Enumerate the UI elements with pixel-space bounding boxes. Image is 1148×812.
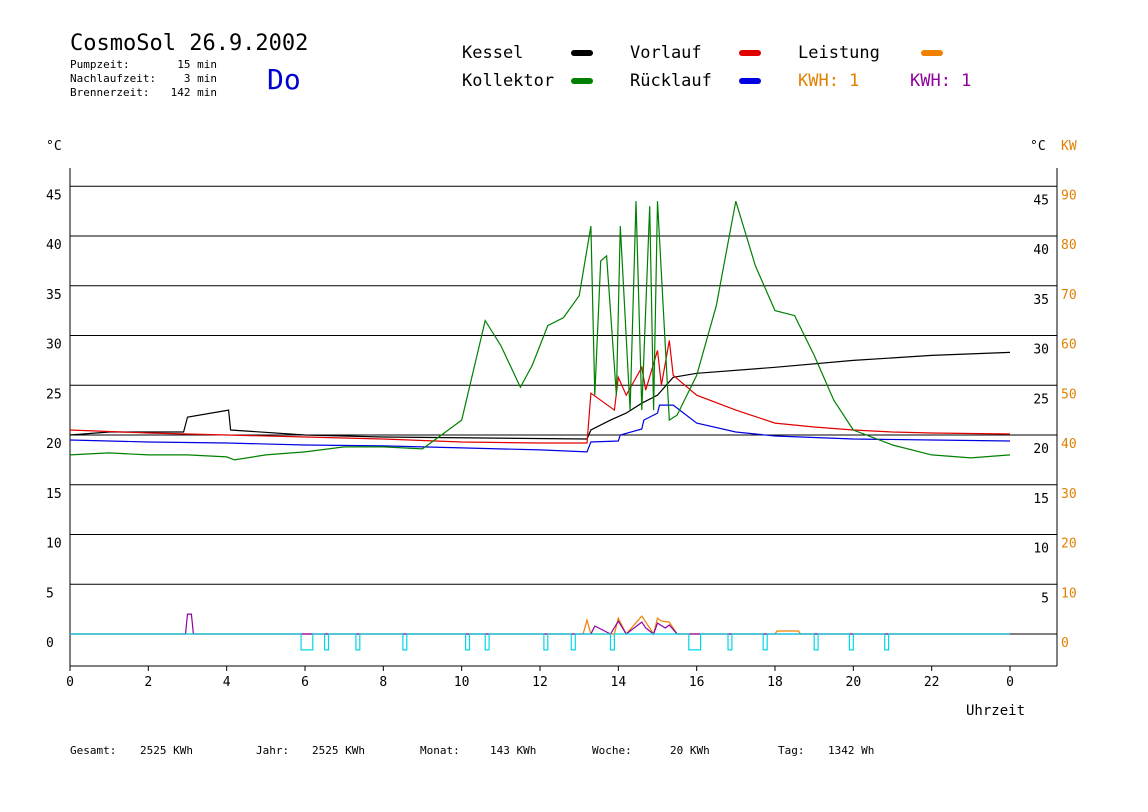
y-left-tick-label-5: 5 <box>46 586 54 601</box>
series-line-pumpe <box>70 633 1010 651</box>
x-tick-label-2: 4 <box>223 675 231 690</box>
y-left-unit: °C <box>46 139 62 154</box>
series-line-leistung <box>70 615 1010 636</box>
stat-value-nachlaufzeit: 3 min <box>184 72 217 85</box>
y-right-tick-label-5: 5 <box>1041 591 1049 606</box>
y-right-kw-label-60: 60 <box>1061 338 1077 353</box>
x-tick-label-9: 18 <box>767 675 783 690</box>
footer-value-gesamt: 2525 KWh <box>140 744 193 757</box>
y-right-tick-label-30: 30 <box>1033 343 1049 358</box>
y-right-kw-label-90: 90 <box>1061 188 1077 203</box>
y-right-tick-label-45: 45 <box>1033 193 1049 208</box>
series-line-r-cklauf <box>69 404 1011 453</box>
y-right-kw-label-30: 30 <box>1061 487 1077 502</box>
footer-value-jahr: 2525 KWh <box>312 744 365 757</box>
x-tick-label-10: 20 <box>846 675 862 690</box>
x-tick-label-1: 2 <box>144 675 152 690</box>
y-left-tick-label-40: 40 <box>46 238 62 253</box>
chart-title: CosmoSol 26.9.2002 <box>70 31 308 56</box>
y-left-tick-label-15: 15 <box>46 487 62 502</box>
x-tick-label-3: 6 <box>301 675 309 690</box>
y-right-kw-label-50: 50 <box>1061 387 1077 402</box>
y-left-tick-label-20: 20 <box>46 437 62 452</box>
stat-value-pumpzeit: 15 min <box>177 58 217 71</box>
gridlines <box>70 185 1057 635</box>
y-right-unit-kw: KW <box>1061 139 1077 154</box>
y-right-kw-label-40: 40 <box>1061 437 1077 452</box>
y-right-kw-label-10: 10 <box>1061 586 1077 601</box>
legend-label-kessel: Kessel <box>462 43 523 63</box>
y-right-tick-label-25: 25 <box>1033 392 1049 407</box>
legend-label-ruecklauf: Rücklauf <box>630 71 712 91</box>
series-line-vorlauf <box>69 340 1011 444</box>
x-tick-label-5: 10 <box>454 675 470 690</box>
y-right-tick-label-10: 10 <box>1033 542 1049 557</box>
x-axis-label: Uhrzeit <box>966 703 1025 719</box>
series-line-brenner <box>70 613 1010 635</box>
y-right-kw-label-20: 20 <box>1061 537 1077 552</box>
legend-label-vorlauf: Vorlauf <box>630 43 702 63</box>
y-right-kw-label-0: 0 <box>1061 636 1069 651</box>
x-tick-label-11: 22 <box>924 675 940 690</box>
series-group <box>69 201 1011 651</box>
stat-label-brennerzeit: Brennerzeit: <box>70 86 149 99</box>
kwh-label-purple: KWH: 1 <box>910 71 971 91</box>
series-line-kessel <box>69 351 1011 440</box>
footer-label-tag: Tag: <box>778 744 805 757</box>
y-left-tick-label-35: 35 <box>46 288 62 303</box>
y-right-tick-label-20: 20 <box>1033 442 1049 457</box>
footer-label-jahr: Jahr: <box>256 744 289 757</box>
y-right-tick-label-35: 35 <box>1033 293 1049 308</box>
kwh-label-orange: KWH: 1 <box>798 71 859 91</box>
stat-label-nachlaufzeit: Nachlaufzeit: <box>70 72 156 85</box>
footer-label-monat: Monat: <box>420 744 460 757</box>
y-left-tick-label-0: 0 <box>46 636 54 651</box>
y-left-tick-label-45: 45 <box>46 188 62 203</box>
x-tick-label-6: 12 <box>532 675 548 690</box>
y-right-tick-label-15: 15 <box>1033 492 1049 507</box>
x-ticks: 0 2 4 6 8 10 12 14 16 18 20 22 0 <box>66 666 1014 690</box>
y-right-kw-label-80: 80 <box>1061 238 1077 253</box>
footer-label-woche: Woche: <box>592 744 632 757</box>
y-left-ticks: 0 5 10 15 20 25 30 35 40 45 <box>46 188 62 651</box>
x-tick-label-0: 0 <box>66 675 74 690</box>
y-right-unit-c: °C <box>1030 139 1046 154</box>
y-right-kw-label-70: 70 <box>1061 288 1077 303</box>
stat-value-brennerzeit: 142 min <box>171 86 217 99</box>
footer-value-woche: 20 KWh <box>670 744 710 757</box>
x-tick-label-7: 14 <box>611 675 627 690</box>
day-label: Do <box>267 63 301 96</box>
x-tick-label-8: 16 <box>689 675 705 690</box>
y-left-tick-label-10: 10 <box>46 537 62 552</box>
legend-label-kollektor: Kollektor <box>462 71 554 91</box>
x-tick-label-12: 0 <box>1006 675 1014 690</box>
footer-value-monat: 143 KWh <box>490 744 536 757</box>
y-left-tick-label-30: 30 <box>46 338 62 353</box>
stat-label-pumpzeit: Pumpzeit: <box>70 58 130 71</box>
series-line-kollektor <box>69 201 1011 461</box>
y-right-ticks: 5 10 15 20 25 30 35 40 45 0 10 20 30 40 50 60 70 80 90 <box>1033 188 1076 651</box>
footer-value-tag: 1342 Wh <box>828 744 874 757</box>
x-tick-label-4: 8 <box>379 675 387 690</box>
y-left-tick-label-25: 25 <box>46 387 62 402</box>
legend-label-leistung: Leistung <box>798 43 880 63</box>
y-right-tick-label-40: 40 <box>1033 243 1049 258</box>
footer-label-gesamt: Gesamt: <box>70 744 116 757</box>
